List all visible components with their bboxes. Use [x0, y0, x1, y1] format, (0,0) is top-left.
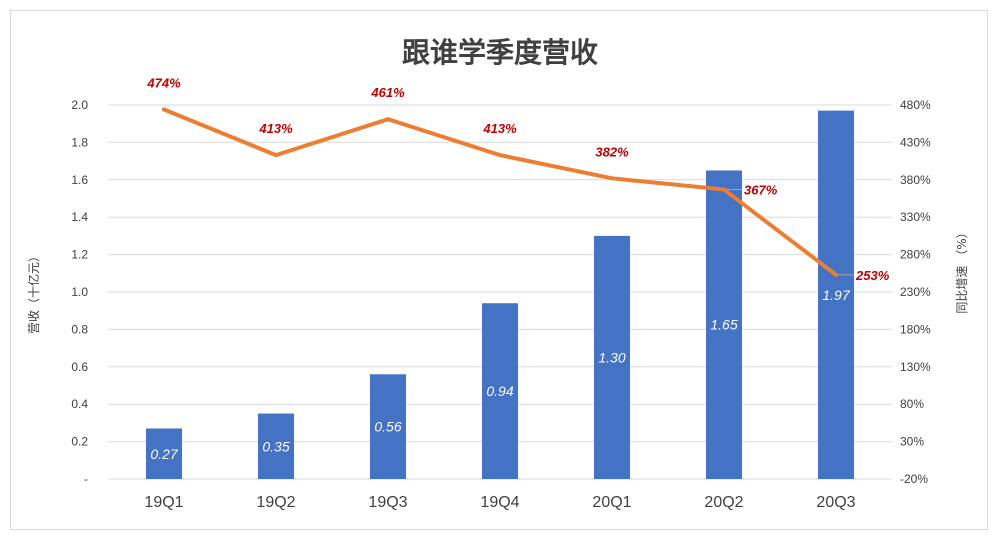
revenue-bar-label: 0.35 [262, 438, 289, 454]
right-axis-title: 同比增速 （%） [955, 226, 969, 313]
revenue-bar [258, 413, 294, 479]
left-tick-label: 0.8 [71, 322, 88, 336]
revenue-bar-labels: 0.27 0.35 0.56 0.94 1.30 1.65 1.97 [150, 287, 850, 462]
chart-title: 跟谁学季度营收 [402, 36, 598, 69]
revenue-bar-label: 1.97 [822, 287, 850, 303]
growth-point [386, 117, 390, 122]
revenue-bars [146, 110, 854, 480]
revenue-bar-label: 1.65 [710, 317, 737, 333]
growth-point [722, 187, 726, 192]
growth-point [834, 272, 838, 277]
growth-line-label: 382% [595, 144, 629, 159]
left-tick-label: 0.2 [71, 435, 88, 449]
growth-line-label: 474% [146, 75, 181, 90]
right-tick-label: 180% [900, 322, 931, 336]
x-tick-label: 19Q3 [368, 494, 407, 511]
right-tick-label: -20% [900, 472, 928, 486]
x-axis-ticks: 19Q1 19Q2 19Q3 19Q4 20Q1 20Q2 20Q3 [144, 494, 855, 511]
revenue-bar [370, 374, 406, 479]
left-tick-label: 1.8 [71, 135, 88, 149]
revenue-bar-label: 1.30 [598, 349, 625, 365]
x-tick-label: 20Q1 [592, 494, 631, 511]
growth-point [162, 107, 166, 112]
gridlines [108, 104, 892, 480]
right-tick-label: 330% [900, 210, 931, 224]
left-tick-label: 1.6 [71, 173, 88, 187]
left-tick-label: 1.4 [71, 210, 88, 224]
x-tick-label: 19Q1 [144, 494, 183, 511]
left-axis-title: 营收（十亿元） [26, 250, 41, 334]
x-tick-label: 19Q2 [256, 494, 295, 511]
right-tick-label: 380% [900, 173, 931, 187]
right-tick-label: 30% [900, 435, 924, 449]
growth-line-label: 367% [744, 183, 778, 198]
growth-point [498, 153, 502, 158]
left-tick-label: 1.2 [71, 248, 88, 262]
growth-line-label: 253% [855, 268, 890, 283]
left-tick-label: 1.0 [71, 285, 88, 299]
revenue-bar [146, 428, 182, 479]
right-tick-label: 430% [900, 135, 931, 149]
left-tick-label: 2.0 [71, 98, 88, 112]
revenue-bar [594, 235, 630, 479]
growth-point [610, 176, 614, 181]
x-tick-label: 19Q4 [480, 494, 519, 511]
revenue-bar-label: 0.94 [486, 383, 513, 399]
right-tick-label: 280% [900, 248, 931, 262]
left-tick-label: 0.4 [71, 397, 88, 411]
right-tick-label: 480% [900, 98, 931, 112]
left-tick-label: 0.6 [71, 360, 88, 374]
x-tick-label: 20Q3 [816, 494, 855, 511]
right-tick-label: 130% [900, 360, 931, 374]
revenue-bar [706, 170, 742, 479]
growth-line-labels: 474% 413% 461% 413% 382% 367% 253% [146, 75, 889, 282]
right-tick-label: 80% [900, 397, 924, 411]
growth-line [162, 107, 838, 277]
right-axis-ticks: -20% 30% 80% 130% 180% 230% 280% 330% 380% 430% 48… [900, 98, 931, 486]
left-tick-label: - [84, 472, 88, 486]
revenue-bar [818, 110, 854, 480]
growth-point [274, 153, 278, 158]
right-tick-label: 230% [900, 285, 931, 299]
growth-line-label: 413% [258, 121, 293, 136]
growth-line-label: 413% [482, 121, 517, 136]
growth-line-label: 461% [370, 85, 405, 100]
x-tick-label: 20Q2 [704, 494, 743, 511]
revenue-bar-label: 0.27 [150, 446, 178, 462]
revenue-bar-label: 0.56 [374, 419, 401, 435]
left-axis-ticks: - 0.2 0.4 0.6 0.8 1.0 1.2 1.4 1.6 1.8 2.0 [71, 98, 88, 486]
revenue-bar [482, 303, 518, 479]
